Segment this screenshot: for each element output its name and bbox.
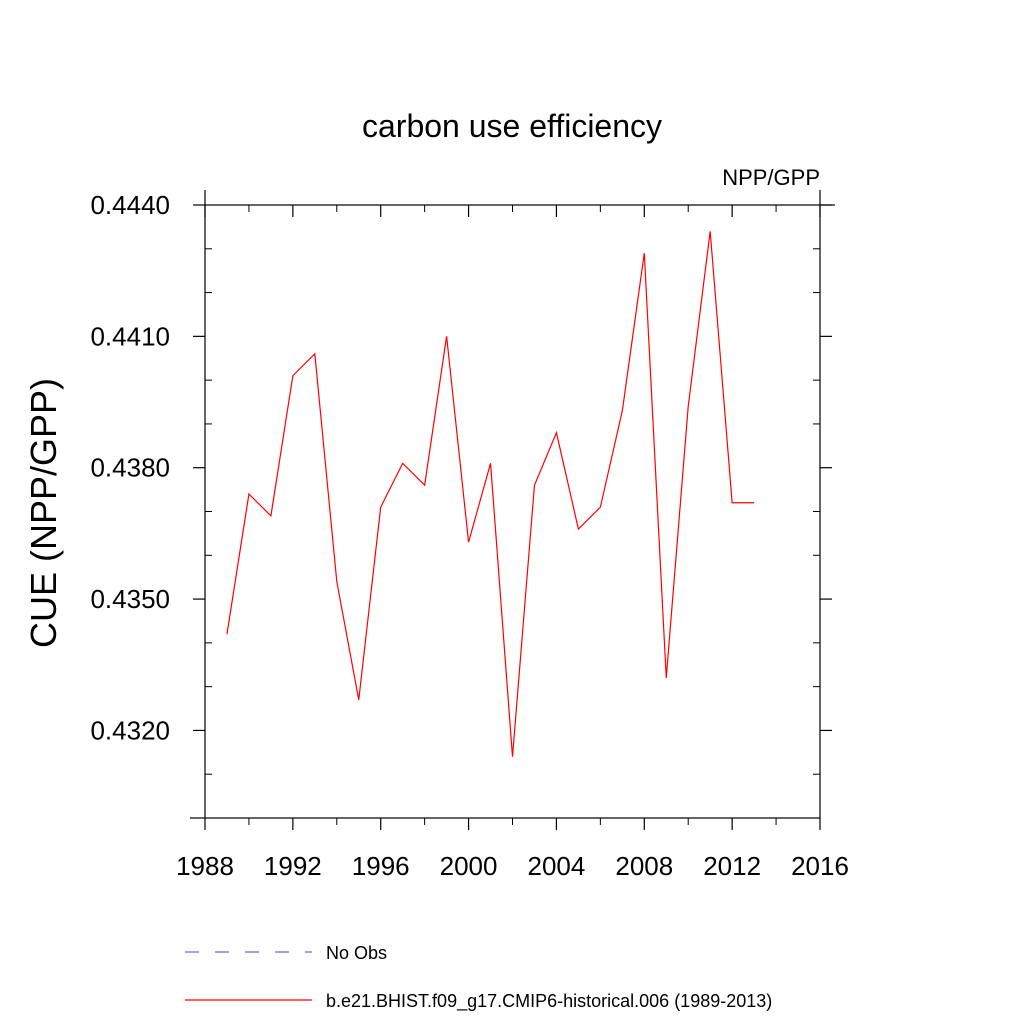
x-tick-label: 1988 — [176, 851, 234, 881]
x-tick-label: 2016 — [791, 851, 849, 881]
x-tick-label: 2004 — [528, 851, 586, 881]
chart-subtitle: NPP/GPP — [722, 165, 820, 190]
x-tick-label: 1996 — [352, 851, 410, 881]
x-tick-label: 1992 — [264, 851, 322, 881]
legend: No Obs b.e21.BHIST.f09_g17.CMIP6-historic… — [185, 943, 772, 1012]
y-tick-label: 0.4410 — [90, 321, 170, 351]
x-tick-label: 2000 — [440, 851, 498, 881]
chart-title: carbon use efficiency — [362, 108, 662, 144]
y-axis-label: CUE (NPP/GPP) — [23, 378, 64, 648]
y-tick-label: 0.4440 — [90, 190, 170, 220]
x-tick-label: 2012 — [703, 851, 761, 881]
y-tick-label: 0.4380 — [90, 453, 170, 483]
series-line-0 — [226, 231, 755, 757]
axis-tick-labels: 1988 1992 1996 2000 2004 2008 2012 2016 0.4320 0.… — [90, 190, 848, 881]
y-tick-label: 0.4350 — [90, 584, 170, 614]
y-tick-label: 0.4320 — [90, 715, 170, 745]
axis-ticks — [190, 190, 835, 830]
series-layer — [226, 231, 755, 757]
plot-frame — [204, 204, 821, 819]
legend-label-0: No Obs — [326, 943, 387, 963]
legend-label-1: b.e21.BHIST.f09_g17.CMIP6-historical.006… — [326, 991, 772, 1012]
x-tick-label: 2008 — [615, 851, 673, 881]
